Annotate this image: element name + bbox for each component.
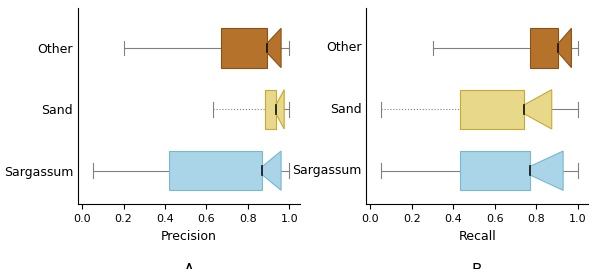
Polygon shape	[276, 90, 284, 129]
Polygon shape	[262, 151, 281, 190]
X-axis label: Recall: Recall	[458, 230, 496, 243]
Text: Other: Other	[326, 41, 362, 54]
Polygon shape	[530, 28, 558, 68]
Text: B: B	[472, 263, 482, 269]
Polygon shape	[265, 90, 276, 129]
Polygon shape	[169, 151, 262, 190]
Polygon shape	[221, 28, 266, 68]
Polygon shape	[558, 28, 571, 68]
Polygon shape	[460, 151, 530, 190]
Polygon shape	[460, 90, 524, 129]
X-axis label: Precision: Precision	[161, 230, 217, 243]
Text: Sand: Sand	[330, 103, 362, 116]
Text: Sargassum: Sargassum	[292, 164, 362, 177]
Polygon shape	[266, 28, 281, 68]
Polygon shape	[530, 151, 563, 190]
Text: A: A	[184, 263, 194, 269]
Polygon shape	[524, 90, 552, 129]
